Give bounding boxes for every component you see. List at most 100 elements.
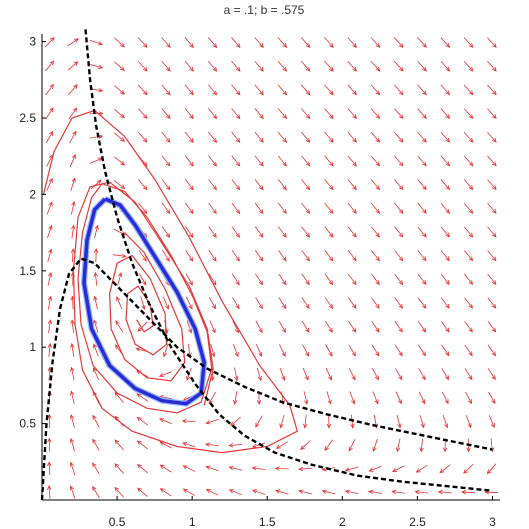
field-arrow — [67, 38, 79, 47]
field-arrow — [440, 155, 451, 167]
field-arrow — [47, 319, 53, 334]
field-arrow — [417, 344, 427, 357]
field-arrow — [440, 226, 450, 238]
field-arrow — [115, 320, 124, 333]
field-arrow — [275, 441, 289, 449]
field-arrow — [185, 202, 194, 215]
field-arrow — [415, 464, 428, 473]
field-arrow — [301, 273, 310, 286]
field-arrow — [69, 130, 77, 144]
field-arrow — [300, 37, 311, 49]
field-arrow — [394, 297, 404, 309]
field-arrow — [231, 131, 241, 143]
field-arrow — [347, 179, 357, 191]
field-arrow — [464, 273, 474, 286]
field-arrow — [371, 297, 380, 309]
field-arrow — [278, 320, 286, 334]
field-arrow — [394, 155, 404, 167]
field-arrow — [463, 84, 474, 96]
field-arrow — [440, 202, 450, 214]
field-arrow — [161, 179, 171, 191]
axes: 0.5 1 1.5 2 2.5 3 0.5 1 1.5 2 2.5 3 — [19, 34, 500, 529]
field-arrow — [136, 440, 148, 450]
field-arrow — [47, 224, 53, 239]
field-arrow — [161, 202, 171, 215]
field-arrow — [440, 84, 451, 96]
field-arrow — [69, 461, 76, 475]
field-arrow — [46, 177, 53, 191]
field-arrow — [487, 108, 497, 119]
field-arrow — [417, 226, 427, 238]
field-arrow — [394, 37, 404, 48]
field-arrow — [394, 250, 404, 262]
field-arrow — [47, 461, 52, 476]
field-arrow — [162, 296, 170, 310]
field-arrow — [70, 177, 76, 191]
field-arrow — [112, 253, 127, 259]
field-arrow — [231, 60, 241, 72]
field-arrow — [348, 367, 356, 381]
trajectory-middle — [77, 183, 213, 414]
field-arrow — [487, 131, 497, 143]
field-arrow — [90, 179, 102, 190]
field-arrow — [417, 250, 427, 262]
field-arrow — [298, 489, 312, 495]
field-arrow — [231, 37, 241, 49]
field-arrow — [159, 464, 172, 473]
field-arrow — [233, 391, 238, 405]
field-arrow — [301, 108, 311, 120]
field-arrow — [139, 273, 147, 286]
field-arrow — [324, 155, 334, 167]
field-arrow — [348, 438, 356, 452]
field-arrow — [487, 273, 497, 285]
x-tick-label: 1.5 — [259, 515, 276, 529]
field-arrow — [461, 489, 475, 495]
field-arrow — [301, 179, 311, 191]
field-arrow — [277, 37, 288, 49]
field-arrow — [277, 108, 288, 120]
field-arrow — [251, 489, 266, 495]
field-arrow — [256, 367, 262, 382]
field-arrow — [325, 367, 333, 381]
field-arrow — [394, 179, 404, 191]
field-arrow — [418, 391, 426, 405]
field-arrow — [463, 202, 474, 214]
field-arrow — [137, 37, 148, 48]
field-arrow — [463, 131, 474, 143]
field-arrow — [138, 179, 148, 191]
field-arrow — [231, 226, 241, 238]
field-arrow — [254, 131, 264, 143]
field-arrow — [321, 489, 336, 495]
field-arrow — [324, 60, 334, 72]
y-tick-label: 3 — [29, 35, 36, 49]
field-arrow — [370, 131, 381, 143]
field-arrow — [205, 418, 219, 425]
field-arrow — [303, 414, 308, 429]
field-arrow — [372, 438, 378, 453]
field-arrow — [137, 60, 148, 72]
field-arrow — [70, 248, 76, 263]
field-arrow — [137, 321, 148, 332]
field-arrow — [161, 108, 171, 120]
field-arrow — [184, 179, 194, 191]
field-arrow — [47, 342, 52, 357]
field-arrow — [371, 344, 380, 357]
field-arrow — [301, 202, 311, 215]
field-arrow — [347, 226, 357, 238]
field-arrow — [92, 438, 100, 451]
field-arrow — [185, 296, 193, 310]
field-arrow — [70, 319, 75, 334]
field-arrow — [279, 367, 286, 381]
field-arrow — [114, 156, 126, 166]
field-arrow — [488, 415, 495, 429]
field-arrow — [324, 202, 334, 214]
field-arrow — [465, 415, 472, 429]
field-arrow — [205, 489, 219, 496]
field-arrow — [136, 487, 148, 497]
field-arrow — [114, 439, 124, 451]
field-arrow — [184, 84, 194, 96]
field-arrow — [231, 84, 241, 96]
field-arrow — [463, 463, 474, 474]
field-arrow — [138, 108, 148, 120]
field-arrow — [344, 489, 359, 494]
